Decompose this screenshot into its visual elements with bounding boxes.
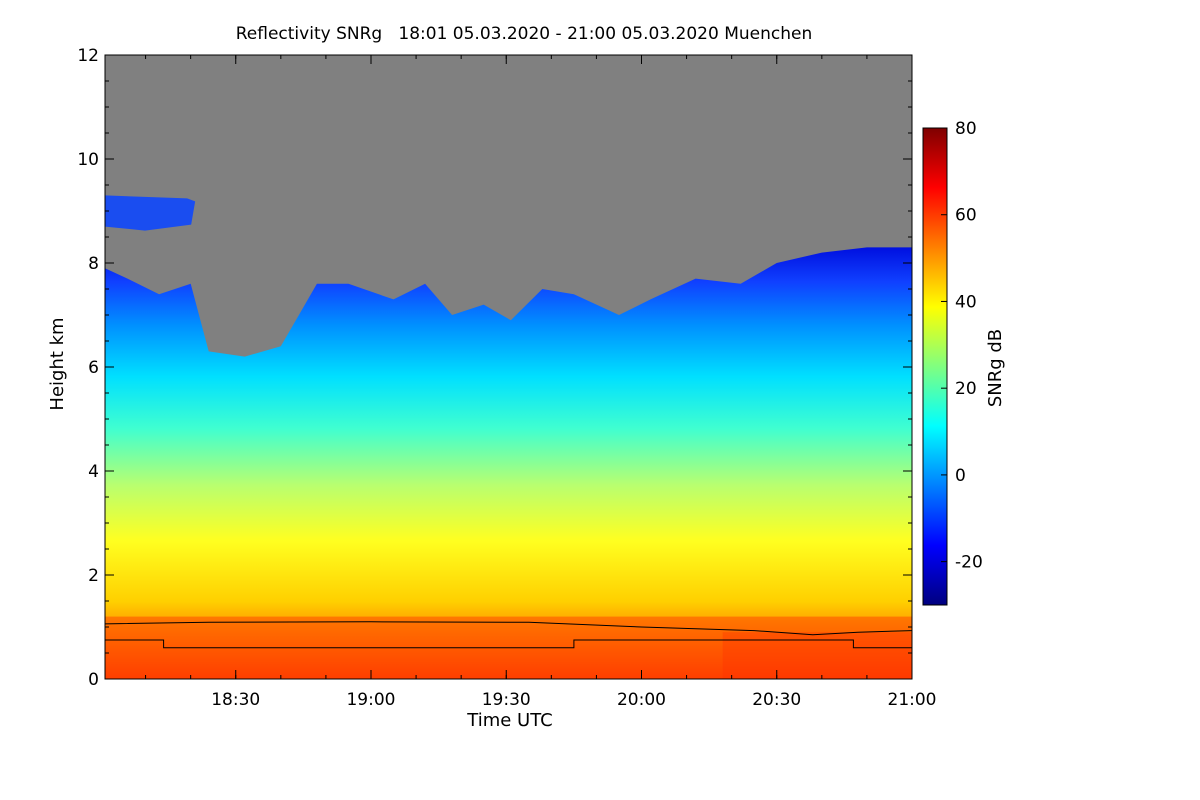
colorbar (922, 127, 948, 606)
cloud-echo-area (105, 247, 912, 679)
x-tick-label: 20:30 (752, 690, 801, 710)
colorbar-tick-label: -20 (955, 553, 983, 573)
x-axis: 18:30 19:00 19:30 20:00 20:30 21:00 (145, 55, 937, 710)
x-tick-label: 20:00 (617, 690, 666, 710)
surface-echo-right (722, 632, 912, 679)
colorbar-tick-label: 80 (955, 119, 977, 139)
y-tick-label: 6 (88, 358, 99, 378)
y-axis-label: Height km (47, 317, 68, 410)
colorbar-tick-label: 60 (955, 206, 977, 226)
x-tick-label: 19:00 (346, 690, 395, 710)
y-tick-label: 4 (88, 462, 99, 482)
x-tick-label: 19:30 (482, 690, 531, 710)
chart-title: Reflectivity SNRg 18:01 05.03.2020 - 21:… (236, 24, 812, 44)
y-tick-label: 8 (88, 254, 99, 274)
colorbar-ticks: -20 0 20 40 60 80 (941, 119, 983, 573)
upper-boundary-line (105, 621, 912, 636)
colorbar-tick-label: 40 (955, 292, 977, 312)
plot-area (105, 55, 912, 679)
colorbar-tick-label: 20 (955, 379, 977, 399)
y-tick-label: 12 (77, 46, 99, 66)
cirrus-echo-patch (105, 195, 196, 231)
colorbar-label: SNRg dB (985, 329, 1006, 407)
x-tick-label: 18:30 (211, 690, 260, 710)
x-axis-label: Time UTC (466, 710, 552, 731)
lower-boundary-line (105, 639, 912, 649)
y-tick-label: 0 (88, 670, 99, 690)
y-tick-label: 2 (88, 566, 99, 586)
colorbar-tick-label: 0 (955, 466, 966, 486)
x-tick-label: 21:00 (888, 690, 937, 710)
y-axis: 0 2 4 6 8 10 12 (77, 46, 912, 690)
y-tick-label: 10 (77, 150, 99, 170)
